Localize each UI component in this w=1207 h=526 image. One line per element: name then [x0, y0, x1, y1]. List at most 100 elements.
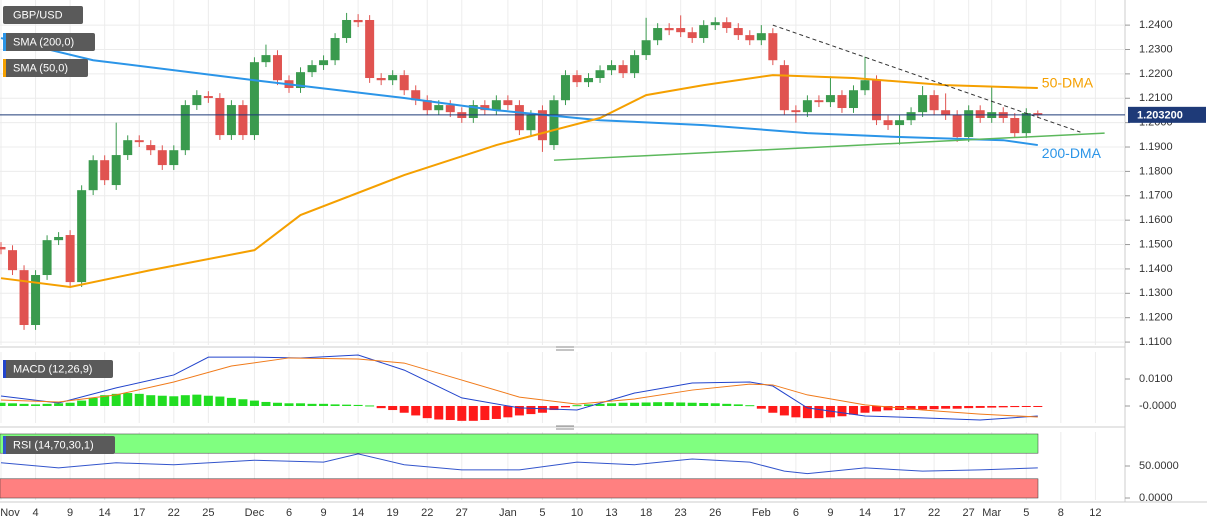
- candle-body: [802, 100, 812, 113]
- candle-body: [607, 65, 617, 71]
- candle-body: [860, 80, 870, 91]
- x-tick-label: 14: [859, 507, 871, 519]
- histogram-bar: [514, 405, 524, 416]
- legend-box: [3, 360, 113, 378]
- histogram-bar: [65, 402, 75, 406]
- x-tick-label: 22: [928, 507, 940, 519]
- legend-box: [3, 436, 115, 454]
- candle-body: [296, 72, 306, 89]
- candle-body: [595, 70, 605, 79]
- x-tick-label: 22: [168, 507, 180, 519]
- histogram-bar: [272, 402, 282, 406]
- candle-body: [560, 75, 570, 101]
- candle-body: [1033, 113, 1043, 115]
- legend-box: [3, 6, 83, 24]
- candle-body: [618, 65, 628, 74]
- y-tick-label: 0.0100: [1139, 373, 1173, 385]
- histogram-bar: [480, 405, 490, 421]
- histogram-bar: [722, 403, 732, 406]
- candle-body: [929, 95, 939, 111]
- candle-body: [722, 22, 732, 29]
- legend-swatch: [3, 360, 6, 378]
- legend-box: [3, 33, 95, 51]
- histogram-bar: [31, 404, 41, 406]
- histogram-bar: [791, 405, 801, 418]
- x-tick-label: 12: [1089, 507, 1101, 519]
- candle-body: [203, 96, 213, 99]
- candle-body: [88, 160, 98, 191]
- legend-box: [3, 59, 88, 77]
- candle-body: [514, 105, 524, 131]
- histogram-bar: [929, 405, 939, 410]
- candle-body: [814, 100, 824, 103]
- candle-body: [111, 155, 121, 186]
- histogram-bar: [998, 405, 1008, 408]
- candle-body: [756, 33, 766, 41]
- legend-label: RSI (14,70,30,1): [13, 439, 94, 451]
- histogram-bar: [906, 405, 916, 410]
- x-tick-label: 22: [421, 507, 433, 519]
- macd-line: [0, 357, 1038, 418]
- histogram-bar: [157, 395, 167, 406]
- candle-body: [65, 235, 75, 283]
- candle-body: [319, 60, 329, 66]
- candle-body: [630, 55, 640, 74]
- candle-body: [825, 95, 835, 103]
- candle-body: [549, 100, 559, 146]
- trend-line: [772, 24, 1081, 133]
- histogram-bar: [8, 403, 18, 406]
- histogram-bar: [952, 405, 962, 409]
- y-tick-label: 1.1300: [1139, 287, 1173, 299]
- x-tick-label: 17: [893, 507, 905, 519]
- candle-body: [975, 110, 985, 119]
- x-tick-label: 25: [202, 507, 214, 519]
- histogram-bar: [445, 405, 455, 421]
- x-tick-label: 9: [67, 507, 73, 519]
- candle-body: [353, 19, 363, 23]
- histogram-bar: [365, 405, 375, 407]
- histogram-bar: [88, 397, 98, 406]
- x-tick-label: 18: [640, 507, 652, 519]
- x-tick-label: 6: [286, 507, 292, 519]
- histogram-bar: [872, 405, 882, 412]
- y-tick-label: 1.1200: [1139, 312, 1173, 324]
- candle-body: [272, 55, 282, 81]
- y-tick-label: 1.1100: [1139, 336, 1172, 348]
- candle-body: [941, 110, 951, 116]
- candle-body: [134, 140, 144, 143]
- candle-body: [19, 270, 29, 326]
- candle-body: [422, 100, 432, 111]
- histogram-bar: [572, 405, 582, 407]
- candle-body: [710, 22, 720, 26]
- line-label: 50-DMA: [1042, 75, 1094, 91]
- histogram-bar: [77, 400, 87, 406]
- legend-label: SMA (200,0): [13, 36, 74, 48]
- candle-body: [779, 65, 789, 111]
- candle-body: [342, 19, 352, 39]
- candle-body: [238, 105, 248, 136]
- candle-body: [872, 80, 882, 121]
- histogram-bar: [238, 399, 248, 406]
- candle-body: [42, 240, 52, 276]
- candle-body: [434, 105, 444, 111]
- histogram-bar: [111, 393, 121, 406]
- x-tick-label: Feb: [752, 507, 771, 519]
- legend-label: MACD (12,26,9): [13, 363, 92, 375]
- x-tick-label: 27: [963, 507, 975, 519]
- histogram-bar: [779, 405, 789, 416]
- panel-grip: [556, 346, 574, 351]
- histogram-bar: [825, 405, 835, 418]
- candle-body: [676, 28, 686, 33]
- candle-body: [1010, 118, 1020, 134]
- band: [0, 433, 1039, 454]
- candle-body: [100, 160, 110, 181]
- y-tick-label: 1.2400: [1139, 19, 1173, 31]
- candle-body: [445, 105, 455, 113]
- candle-body: [699, 25, 709, 39]
- candle-body: [411, 90, 421, 101]
- histogram-bar: [848, 405, 858, 415]
- histogram-bar: [618, 402, 628, 406]
- y-tick-label: 1.1800: [1139, 165, 1173, 177]
- histogram-bar: [319, 403, 329, 406]
- candle-body: [883, 120, 893, 126]
